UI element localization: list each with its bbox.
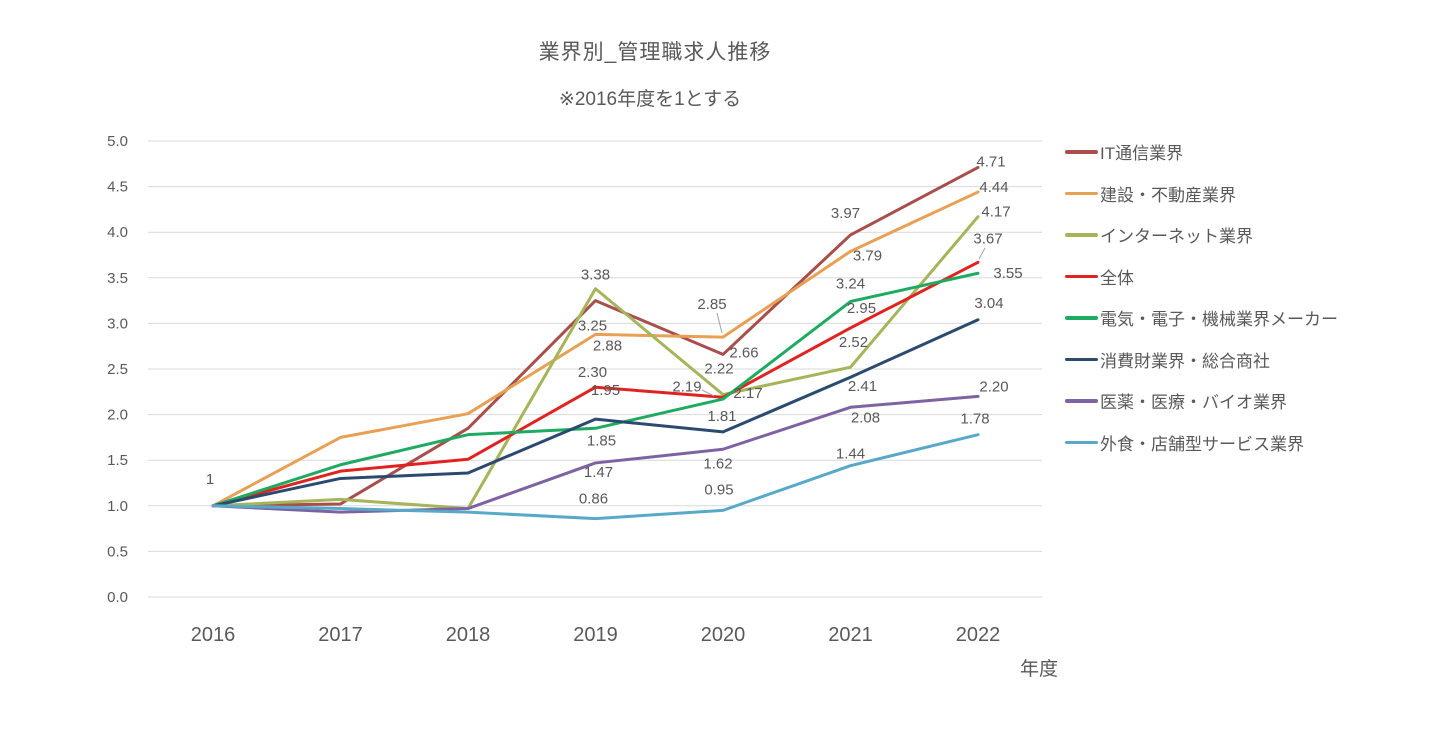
data-label: 1.62 (703, 455, 732, 472)
legend-label: 医薬・医療・バイオ業界 (1100, 393, 1287, 413)
legend-swatch (1065, 233, 1098, 237)
y-tick-label: 3.5 (107, 270, 128, 287)
data-label: 2.17 (733, 385, 762, 402)
series-line-6 (211, 394, 980, 514)
data-label: 2.95 (847, 300, 876, 317)
legend-item: 建設・不動産業界 (1065, 173, 1338, 215)
legend-swatch (1065, 150, 1098, 154)
leader-line (978, 247, 986, 260)
x-tick-label: 2022 (956, 624, 1001, 646)
x-tick-label: 2018 (446, 624, 491, 646)
legend-label: IT通信業界 (1100, 144, 1184, 164)
legend-item: 全体 (1065, 256, 1338, 298)
y-tick-label: 2.0 (107, 407, 128, 424)
legend-item: 電気・電子・機械業界メーカー (1065, 297, 1338, 339)
data-label: 3.04 (974, 295, 1003, 312)
legend-swatch (1065, 191, 1098, 195)
legend-item: 医薬・医療・バイオ業界 (1065, 380, 1338, 422)
legend-item: インターネット業界 (1065, 214, 1338, 256)
y-tick-label: 3.0 (107, 315, 128, 332)
data-label: 3.24 (836, 276, 865, 293)
data-label: 2.30 (578, 364, 607, 381)
data-label: 1.78 (960, 411, 989, 428)
data-label: 2.41 (848, 378, 877, 395)
legend-swatch (1065, 357, 1098, 361)
data-label: 1.81 (707, 408, 736, 425)
x-axis-title: 年度 (1019, 659, 1058, 680)
x-tick-label: 2021 (828, 624, 873, 646)
series-line-3 (211, 260, 980, 508)
legend-swatch (1065, 316, 1098, 320)
data-label: 1.95 (591, 382, 620, 399)
y-tick-label: 2.5 (107, 361, 128, 378)
data-label: 2.20 (979, 378, 1008, 395)
data-label: 2.08 (851, 409, 880, 426)
y-tick-label: 0.5 (107, 543, 128, 560)
data-label: 3.67 (973, 230, 1002, 247)
legend-item: 外食・店舗型サービス業界 (1065, 422, 1338, 464)
leader-line (716, 312, 723, 334)
legend-label: 全体 (1100, 268, 1134, 288)
data-label: 0.95 (704, 481, 733, 498)
chart-subtitle: ※2016年度を1とする (558, 89, 742, 110)
data-label: 2.19 (672, 378, 701, 395)
data-label: 4.17 (981, 204, 1010, 221)
x-tick-label: 2016 (191, 624, 236, 646)
data-label: 1 (206, 471, 214, 488)
x-tick-label: 2020 (701, 624, 746, 646)
legend-swatch (1065, 440, 1098, 444)
chart-title: 業界別_管理職求人推移 (538, 41, 772, 64)
data-label: 3.79 (853, 247, 882, 264)
data-label: 1.44 (836, 446, 865, 463)
legend-label: 消費財業界・総合商社 (1100, 351, 1270, 371)
series-line-4 (211, 271, 980, 508)
x-tick-label: 2019 (573, 624, 618, 646)
data-label: 3.25 (578, 318, 607, 335)
data-label: 2.88 (593, 337, 622, 354)
y-tick-label: 1.5 (107, 452, 128, 469)
y-tick-label: 4.5 (107, 179, 128, 196)
legend-label: 外食・店舗型サービス業界 (1100, 434, 1304, 454)
legend-item: 消費財業界・総合商社 (1065, 339, 1338, 381)
legend-swatch (1065, 399, 1098, 403)
series-line-5 (211, 318, 980, 508)
data-label: 3.38 (581, 267, 610, 284)
data-label: 2.22 (704, 361, 733, 378)
data-label: 4.44 (979, 179, 1008, 196)
y-tick-label: 5.0 (107, 133, 128, 150)
legend-label: 建設・不動産業界 (1100, 185, 1236, 205)
legend-label: インターネット業界 (1100, 227, 1253, 247)
series-line-0 (211, 165, 980, 508)
y-tick-label: 1.0 (107, 498, 128, 515)
legend-item: IT通信業界 (1065, 131, 1338, 173)
data-label: 2.52 (839, 334, 868, 351)
legend-label: 電気・電子・機械業界メーカー (1100, 310, 1338, 330)
data-label: 2.66 (729, 344, 758, 361)
y-tick-label: 4.0 (107, 224, 128, 241)
leader-line (701, 389, 715, 397)
data-label: 1.85 (587, 432, 616, 449)
data-label: 1.47 (584, 464, 613, 481)
series-line-1 (211, 190, 980, 508)
x-tick-label: 2017 (318, 624, 363, 646)
legend: IT通信業界建設・不動産業界 インターネット業界 全体電気・電子・機械業界メーカー消… (1065, 131, 1338, 463)
data-label: 0.86 (579, 491, 608, 508)
data-label: 3.55 (993, 265, 1022, 282)
series-line-7 (211, 433, 980, 521)
data-label: 2.85 (697, 296, 726, 313)
data-label: 4.71 (976, 153, 1005, 170)
data-label: 3.97 (831, 205, 860, 222)
y-tick-label: 0.0 (107, 589, 128, 606)
legend-swatch (1065, 274, 1098, 278)
series-line-2 (211, 215, 980, 511)
